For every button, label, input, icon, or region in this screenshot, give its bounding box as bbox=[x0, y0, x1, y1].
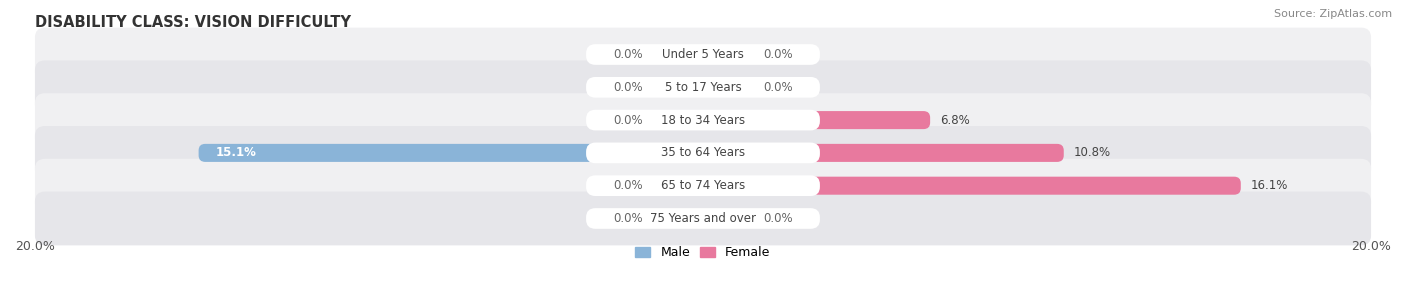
Text: 10.8%: 10.8% bbox=[1074, 147, 1111, 159]
FancyBboxPatch shape bbox=[703, 111, 931, 129]
Text: 35 to 64 Years: 35 to 64 Years bbox=[661, 147, 745, 159]
Text: Under 5 Years: Under 5 Years bbox=[662, 48, 744, 61]
Text: 6.8%: 6.8% bbox=[941, 114, 970, 126]
FancyBboxPatch shape bbox=[586, 175, 820, 196]
FancyBboxPatch shape bbox=[652, 111, 703, 129]
FancyBboxPatch shape bbox=[586, 110, 820, 130]
FancyBboxPatch shape bbox=[703, 78, 754, 96]
FancyBboxPatch shape bbox=[652, 209, 703, 227]
Text: 18 to 34 Years: 18 to 34 Years bbox=[661, 114, 745, 126]
Text: 0.0%: 0.0% bbox=[763, 212, 793, 225]
FancyBboxPatch shape bbox=[35, 93, 1371, 147]
FancyBboxPatch shape bbox=[703, 46, 754, 64]
FancyBboxPatch shape bbox=[35, 159, 1371, 212]
Text: 5 to 17 Years: 5 to 17 Years bbox=[665, 81, 741, 94]
Text: Source: ZipAtlas.com: Source: ZipAtlas.com bbox=[1274, 9, 1392, 19]
FancyBboxPatch shape bbox=[35, 28, 1371, 81]
FancyBboxPatch shape bbox=[586, 44, 820, 65]
Legend: Male, Female: Male, Female bbox=[630, 241, 776, 264]
FancyBboxPatch shape bbox=[586, 77, 820, 98]
FancyBboxPatch shape bbox=[35, 126, 1371, 180]
FancyBboxPatch shape bbox=[35, 192, 1371, 245]
Text: 0.0%: 0.0% bbox=[613, 48, 643, 61]
Text: DISABILITY CLASS: VISION DIFFICULTY: DISABILITY CLASS: VISION DIFFICULTY bbox=[35, 15, 352, 30]
FancyBboxPatch shape bbox=[703, 144, 1064, 162]
Text: 0.0%: 0.0% bbox=[613, 114, 643, 126]
FancyBboxPatch shape bbox=[652, 46, 703, 64]
FancyBboxPatch shape bbox=[586, 208, 820, 229]
Text: 0.0%: 0.0% bbox=[613, 212, 643, 225]
Text: 65 to 74 Years: 65 to 74 Years bbox=[661, 179, 745, 192]
FancyBboxPatch shape bbox=[198, 144, 703, 162]
Text: 16.1%: 16.1% bbox=[1251, 179, 1288, 192]
Text: 0.0%: 0.0% bbox=[763, 48, 793, 61]
FancyBboxPatch shape bbox=[652, 177, 703, 195]
Text: 0.0%: 0.0% bbox=[613, 179, 643, 192]
FancyBboxPatch shape bbox=[35, 60, 1371, 114]
Text: 75 Years and over: 75 Years and over bbox=[650, 212, 756, 225]
FancyBboxPatch shape bbox=[703, 177, 1240, 195]
Text: 0.0%: 0.0% bbox=[613, 81, 643, 94]
Text: 0.0%: 0.0% bbox=[763, 81, 793, 94]
FancyBboxPatch shape bbox=[652, 78, 703, 96]
FancyBboxPatch shape bbox=[703, 209, 754, 227]
FancyBboxPatch shape bbox=[586, 143, 820, 163]
Text: 15.1%: 15.1% bbox=[215, 147, 256, 159]
